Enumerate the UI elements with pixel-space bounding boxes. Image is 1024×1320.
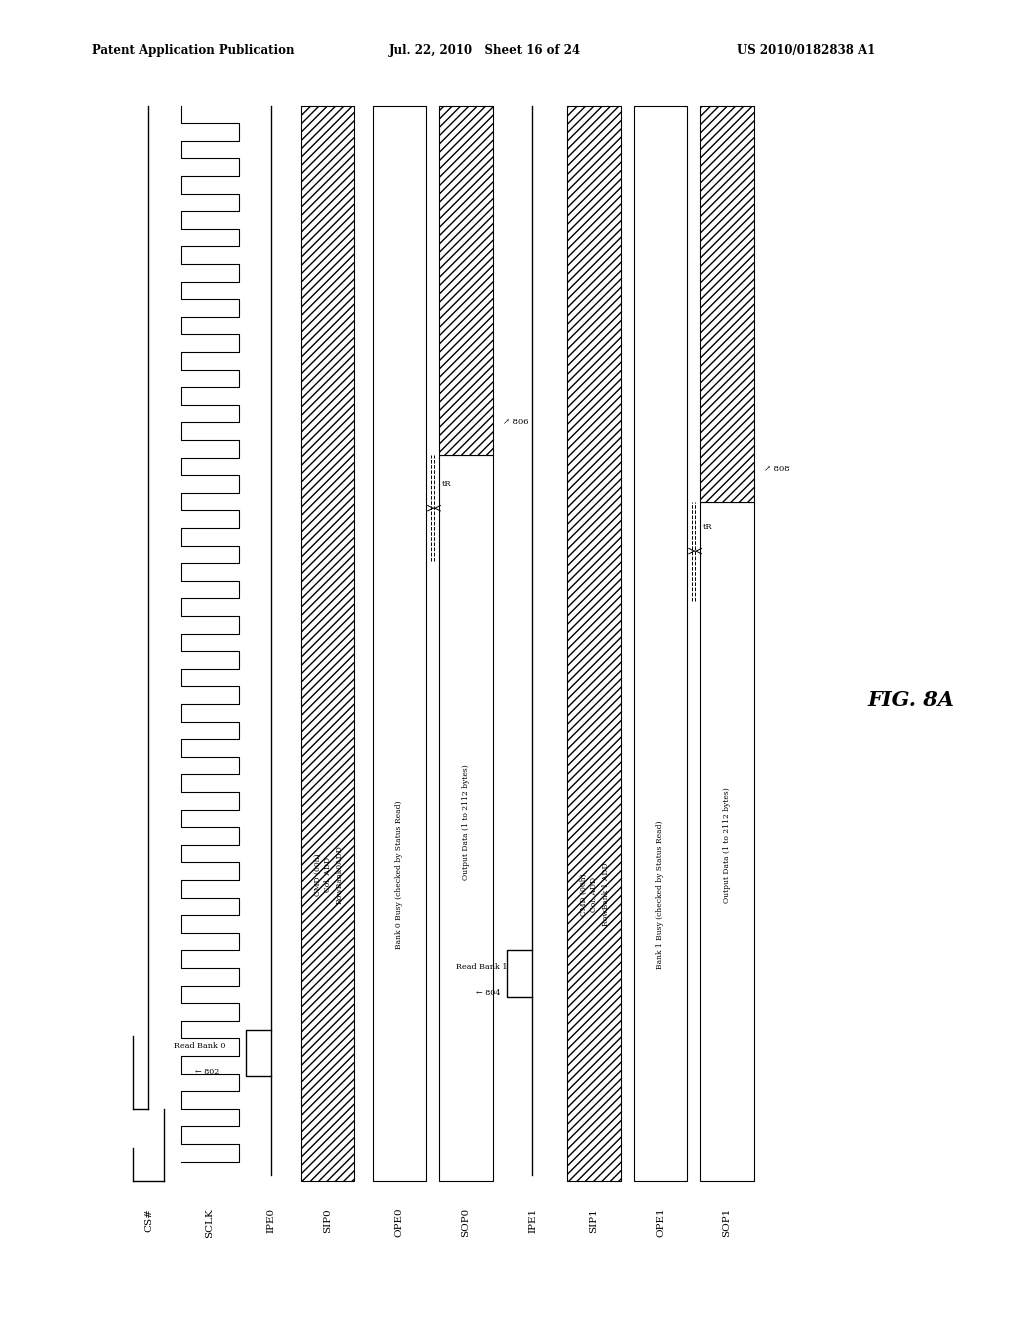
Text: SCLK: SCLK xyxy=(206,1208,214,1238)
Text: SIP0: SIP0 xyxy=(324,1208,332,1233)
Bar xyxy=(634,106,687,1181)
Text: OPE0: OPE0 xyxy=(395,1208,403,1237)
Text: Patent Application Publication: Patent Application Publication xyxy=(92,44,295,57)
Text: SOP0: SOP0 xyxy=(462,1208,470,1237)
Text: ↗ 806: ↗ 806 xyxy=(503,418,528,426)
Text: FIG. 8A: FIG. 8A xyxy=(868,689,954,710)
Text: Read Bank 1: Read Bank 1 xyxy=(456,962,507,972)
Bar xyxy=(301,106,354,1181)
Bar xyxy=(439,106,493,455)
Text: Bank 0 Busy (checked by Status Read): Bank 0 Busy (checked by Status Read) xyxy=(395,800,403,949)
Text: CS#: CS# xyxy=(144,1208,153,1232)
Bar xyxy=(700,106,754,502)
Text: Read Bank 0: Read Bank 0 xyxy=(174,1041,225,1051)
Text: RowBank 1 ADD: RowBank 1 ADD xyxy=(602,862,610,927)
Text: Bank 1 Busy (checked by Status Read): Bank 1 Busy (checked by Status Read) xyxy=(656,820,665,969)
Text: SOP1: SOP1 xyxy=(723,1208,731,1237)
Text: Col. ADD: Col. ADD xyxy=(324,857,332,892)
Bar xyxy=(439,455,493,1181)
Bar xyxy=(567,106,621,1181)
Text: Output Data (1 to 2112 bytes): Output Data (1 to 2112 bytes) xyxy=(723,787,731,903)
Text: Col. ADD: Col. ADD xyxy=(590,876,598,912)
Text: ↗ 808: ↗ 808 xyxy=(764,465,790,473)
Text: Jul. 22, 2010   Sheet 16 of 24: Jul. 22, 2010 Sheet 16 of 24 xyxy=(389,44,582,57)
Bar xyxy=(700,502,754,1181)
Text: OPE1: OPE1 xyxy=(656,1208,665,1237)
Bar xyxy=(373,106,426,1181)
Text: CMD (00h): CMD (00h) xyxy=(580,873,588,916)
Text: tR: tR xyxy=(702,523,712,532)
Text: RowBank0ADD: RowBank0ADD xyxy=(336,845,344,904)
Text: ← 802: ← 802 xyxy=(195,1068,219,1077)
Text: SIP1: SIP1 xyxy=(590,1208,598,1233)
Text: IPE0: IPE0 xyxy=(267,1208,275,1233)
Text: US 2010/0182838 A1: US 2010/0182838 A1 xyxy=(737,44,876,57)
Text: Output Data (1 to 2112 bytes): Output Data (1 to 2112 bytes) xyxy=(462,764,470,879)
Text: ← 804: ← 804 xyxy=(476,989,501,998)
Text: CMD (00h): CMD (00h) xyxy=(313,853,322,896)
Text: IPE1: IPE1 xyxy=(528,1208,537,1233)
Text: tR: tR xyxy=(441,480,451,488)
